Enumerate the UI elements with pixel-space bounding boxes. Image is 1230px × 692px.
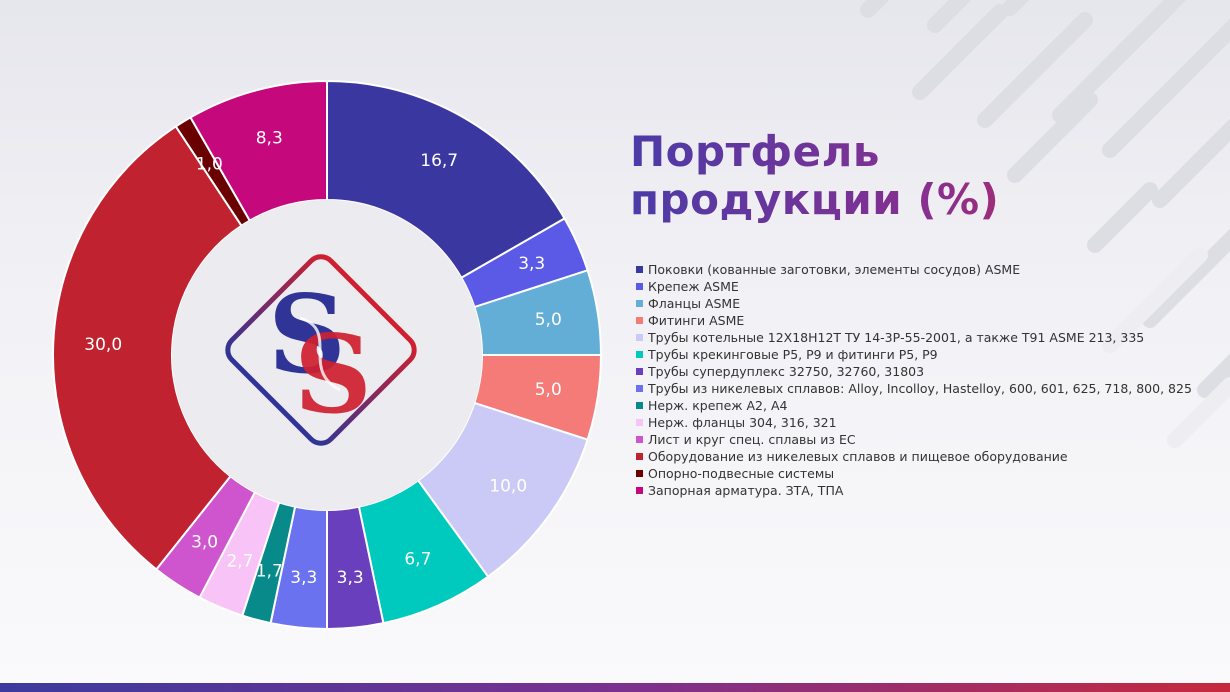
slice-value-label-9: 2,7	[226, 551, 253, 571]
legend-item: Опорно-подвесные системы	[636, 465, 1192, 482]
legend-label: Запорная арматура. ЗТА, ТПА	[648, 483, 844, 498]
legend-label: Поковки (кованные заготовки, элементы со…	[648, 262, 1021, 277]
legend-swatch	[636, 266, 643, 273]
donut-hole	[172, 200, 482, 510]
slice-value-label-4: 10,0	[489, 477, 527, 497]
legend-label: Нерж. фланцы 304, 316, 321	[648, 415, 837, 430]
legend-label: Нерж. крепеж А2, А4	[648, 398, 788, 413]
legend-item: Лист и круг спец. сплавы из ЕС	[636, 431, 1192, 448]
page-title: Портфель продукции (%)	[630, 128, 1190, 224]
slice-value-label-12: 1,0	[196, 154, 223, 174]
title-line-2: продукции (%)	[630, 175, 1000, 224]
legend-swatch	[636, 419, 643, 426]
slice-value-label-8: 1,7	[256, 561, 283, 581]
slice-value-label-11: 30,0	[84, 335, 122, 355]
bottom-accent-bar	[0, 683, 1230, 692]
legend-label: Оборудование из никелевых сплавов и пище…	[648, 449, 1068, 464]
legend-item: Трубы котельные 12Х18Н12Т ТУ 14-3Р-55-20…	[636, 329, 1192, 346]
legend-label: Трубы крекинговые Р5, Р9 и фитинги Р5, Р…	[648, 347, 938, 362]
legend-item: Трубы крекинговые Р5, Р9 и фитинги Р5, Р…	[636, 346, 1192, 363]
legend-label: Трубы из никелевых сплавов: Alloy, Incol…	[648, 381, 1192, 396]
slice-value-label-1: 3,3	[518, 254, 545, 274]
slice-value-label-3: 5,0	[535, 380, 562, 400]
legend-swatch	[636, 368, 643, 375]
legend-item: Трубы супердуплекс 32750, 32760, 31803	[636, 363, 1192, 380]
slice-value-label-2: 5,0	[535, 310, 562, 330]
svg-text:S: S	[294, 312, 372, 438]
legend-swatch	[636, 300, 643, 307]
legend-swatch	[636, 317, 643, 324]
donut-chart: 16,7 3,3 5,0 5,0 10,0 6,7 3,3 3,3 1,72,7 3,0 30,0 1…	[52, 79, 603, 631]
legend-swatch	[636, 385, 643, 392]
legend-item: Нерж. фланцы 304, 316, 321	[636, 414, 1192, 431]
legend-swatch	[636, 402, 643, 409]
legend-swatch	[636, 283, 643, 290]
ss-diamond-logo-icon: S S	[225, 254, 417, 446]
legend-item: Трубы из никелевых сплавов: Alloy, Incol…	[636, 380, 1192, 397]
legend-swatch	[636, 334, 643, 341]
title-line-1: Портфель	[630, 127, 880, 176]
legend-label: Крепеж ASME	[648, 279, 739, 294]
legend-label: Лист и круг спец. сплавы из ЕС	[648, 432, 856, 447]
legend-label: Фланцы ASME	[648, 296, 741, 311]
legend-swatch	[636, 470, 643, 477]
legend-label: Трубы котельные 12Х18Н12Т ТУ 14-3Р-55-20…	[648, 330, 1145, 345]
legend-item: Фитинги ASME	[636, 312, 1192, 329]
legend-item: Оборудование из никелевых сплавов и пище…	[636, 448, 1192, 465]
slice-labels: 16,7 3,3 5,0 5,0 10,0 6,7 3,3 3,3 1,72,7 3,0 30,0 1…	[84, 129, 561, 588]
legend-item: Запорная арматура. ЗТА, ТПА	[636, 482, 1192, 499]
slice-value-label-5: 6,7	[404, 550, 431, 570]
legend-swatch	[636, 487, 643, 494]
legend-item: Поковки (кованные заготовки, элементы со…	[636, 261, 1192, 278]
legend-swatch	[636, 351, 643, 358]
slice-value-label-6: 3,3	[337, 568, 364, 588]
legend-swatch	[636, 453, 643, 460]
legend-label: Трубы супердуплекс 32750, 32760, 31803	[648, 364, 925, 379]
slice-value-label-10: 3,0	[191, 533, 218, 553]
slice-value-label-7: 3,3	[290, 568, 317, 588]
legend-item: Нерж. крепеж А2, А4	[636, 397, 1192, 414]
legend-item: Фланцы ASME	[636, 295, 1192, 312]
legend-swatch	[636, 436, 643, 443]
slice-value-label-13: 8,3	[256, 129, 283, 149]
donut-slices	[52, 79, 603, 631]
slice-value-label-0: 16,7	[420, 151, 458, 171]
chart-legend: Поковки (кованные заготовки, элементы со…	[636, 261, 1192, 499]
legend-label: Опорно-подвесные системы	[648, 466, 835, 481]
legend-label: Фитинги ASME	[648, 313, 745, 328]
svg-text:S: S	[268, 272, 346, 398]
legend-item: Крепеж ASME	[636, 278, 1192, 295]
